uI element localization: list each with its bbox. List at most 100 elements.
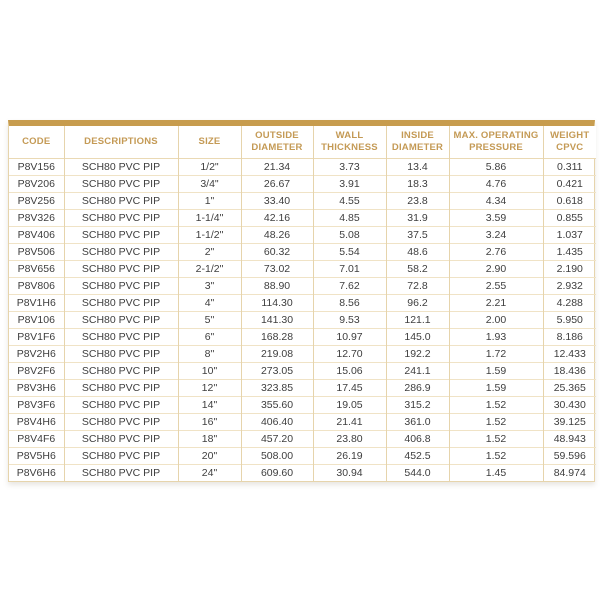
cell-outside_diameter: 355.60 (240, 396, 313, 414)
cell-code: P8V206 (9, 175, 64, 193)
cell-code: P8V406 (9, 226, 64, 244)
cell-size: 20" (177, 447, 241, 465)
column-header-description: DESCRIPTIONS (63, 126, 178, 159)
cell-max_operating_pressure: 2.90 (448, 260, 543, 278)
cell-inside_diameter: 23.8 (385, 192, 449, 210)
cell-inside_diameter: 13.4 (385, 158, 449, 176)
table-row: P8V3H6 SCH80 PVC PIP 12'' 323.85 17.45 286.9 1… (9, 379, 596, 397)
cell-description: SCH80 PVC PIP (63, 311, 178, 329)
cell-wall_thickness: 3.73 (312, 158, 386, 176)
cell-code: P8V4F6 (9, 430, 64, 448)
cell-size: 2-1/2" (177, 260, 241, 278)
cell-size: 1/2" (177, 158, 241, 176)
cell-size: 8'' (177, 345, 241, 363)
table-row: P8V4H6 SCH80 PVC PIP 16" 406.40 21.41 361.0 1.… (9, 413, 596, 431)
cell-inside_diameter: 241.1 (385, 362, 449, 380)
cell-code: P8V5H6 (9, 447, 64, 465)
cell-inside_diameter: 452.5 (385, 447, 449, 465)
cell-max_operating_pressure: 3.24 (448, 226, 543, 244)
cell-description: SCH80 PVC PIP (63, 175, 178, 193)
cell-size: 18" (177, 430, 241, 448)
cell-inside_diameter: 361.0 (385, 413, 449, 431)
cell-size: 2" (177, 243, 241, 261)
cell-description: SCH80 PVC PIP (63, 209, 178, 227)
table-row: P8V1H6 SCH80 PVC PIP 4" 114.30 8.56 96.2 2.21 4… (9, 294, 596, 312)
cell-weight_cpvc: 0.421 (542, 175, 596, 193)
cell-max_operating_pressure: 4.34 (448, 192, 543, 210)
cell-max_operating_pressure: 1.45 (448, 464, 543, 481)
cell-outside_diameter: 114.30 (240, 294, 313, 312)
table-header: CODE DESCRIPTIONS SIZE OUTSIDE DIAMETER WALL… (9, 126, 596, 159)
cell-wall_thickness: 4.85 (312, 209, 386, 227)
cell-outside_diameter: 42.16 (240, 209, 313, 227)
cell-wall_thickness: 3.91 (312, 175, 386, 193)
cell-wall_thickness: 26.19 (312, 447, 386, 465)
cell-code: P8V506 (9, 243, 64, 261)
cell-size: 16" (177, 413, 241, 431)
cell-inside_diameter: 286.9 (385, 379, 449, 397)
cell-wall_thickness: 5.08 (312, 226, 386, 244)
cell-size: 14" (177, 396, 241, 414)
cell-weight_cpvc: 5.950 (542, 311, 596, 329)
table-row: P8V3F6 SCH80 PVC PIP 14" 355.60 19.05 315.2 1.… (9, 396, 596, 414)
cell-inside_diameter: 121.1 (385, 311, 449, 329)
cell-outside_diameter: 48.26 (240, 226, 313, 244)
cell-size: 12'' (177, 379, 241, 397)
table-row: P8V506 SCH80 PVC PIP 2" 60.32 5.54 48.6 2.76 1.… (9, 243, 596, 261)
cell-weight_cpvc: 18.436 (542, 362, 596, 380)
table-row: P8V2F6 SCH80 PVC PIP 10" 273.05 15.06 241.1 1.… (9, 362, 596, 380)
cell-max_operating_pressure: 3.59 (448, 209, 543, 227)
cell-outside_diameter: 33.40 (240, 192, 313, 210)
cell-inside_diameter: 192.2 (385, 345, 449, 363)
cell-code: P8V326 (9, 209, 64, 227)
cell-inside_diameter: 315.2 (385, 396, 449, 414)
cell-weight_cpvc: 0.855 (542, 209, 596, 227)
cell-outside_diameter: 508.00 (240, 447, 313, 465)
cell-weight_cpvc: 0.618 (542, 192, 596, 210)
cell-outside_diameter: 609.60 (240, 464, 313, 481)
cell-outside_diameter: 26.67 (240, 175, 313, 193)
table-row: P8V256 SCH80 PVC PIP 1" 33.40 4.55 23.8 4.34 0.… (9, 192, 596, 210)
cell-code: P8V3H6 (9, 379, 64, 397)
column-header-size: SIZE (177, 126, 241, 159)
cell-code: P8V2F6 (9, 362, 64, 380)
cell-max_operating_pressure: 2.21 (448, 294, 543, 312)
table-row: P8V206 SCH80 PVC PIP 3/4" 26.67 3.91 18.3 4.76… (9, 175, 596, 193)
cell-description: SCH80 PVC PIP (63, 328, 178, 346)
table-row: P8V806 SCH80 PVC PIP 3" 88.90 7.62 72.8 2.55 2.… (9, 277, 596, 295)
table-row: P8V2H6 SCH80 PVC PIP 8'' 219.08 12.70 192.2 1.… (9, 345, 596, 363)
cell-outside_diameter: 141.30 (240, 311, 313, 329)
cell-size: 3/4" (177, 175, 241, 193)
cell-outside_diameter: 406.40 (240, 413, 313, 431)
cell-description: SCH80 PVC PIP (63, 158, 178, 176)
cell-weight_cpvc: 8.186 (542, 328, 596, 346)
cell-code: P8V1F6 (9, 328, 64, 346)
cell-inside_diameter: 37.5 (385, 226, 449, 244)
cell-size: 1" (177, 192, 241, 210)
column-header-outside_diameter: OUTSIDE DIAMETER (240, 126, 313, 159)
cell-weight_cpvc: 25.365 (542, 379, 596, 397)
cell-description: SCH80 PVC PIP (63, 294, 178, 312)
cell-code: P8V806 (9, 277, 64, 295)
cell-wall_thickness: 30.94 (312, 464, 386, 481)
cell-outside_diameter: 21.34 (240, 158, 313, 176)
cell-weight_cpvc: 48.943 (542, 430, 596, 448)
table-row: P8V156 SCH80 PVC PIP 1/2" 21.34 3.73 13.4 5.86… (9, 158, 596, 176)
cell-code: P8V156 (9, 158, 64, 176)
cell-outside_diameter: 168.28 (240, 328, 313, 346)
cell-description: SCH80 PVC PIP (63, 396, 178, 414)
cell-size: 24" (177, 464, 241, 481)
cell-code: P8V3F6 (9, 396, 64, 414)
cell-outside_diameter: 457.20 (240, 430, 313, 448)
cell-code: P8V4H6 (9, 413, 64, 431)
table-row: P8V1F6 SCH80 PVC PIP 6" 168.28 10.97 145.0 1.9… (9, 328, 596, 346)
cell-description: SCH80 PVC PIP (63, 447, 178, 465)
cell-description: SCH80 PVC PIP (63, 192, 178, 210)
cell-outside_diameter: 60.32 (240, 243, 313, 261)
cell-max_operating_pressure: 1.59 (448, 379, 543, 397)
cell-inside_diameter: 31.9 (385, 209, 449, 227)
cell-inside_diameter: 72.8 (385, 277, 449, 295)
cell-weight_cpvc: 39.125 (542, 413, 596, 431)
cell-size: 4" (177, 294, 241, 312)
